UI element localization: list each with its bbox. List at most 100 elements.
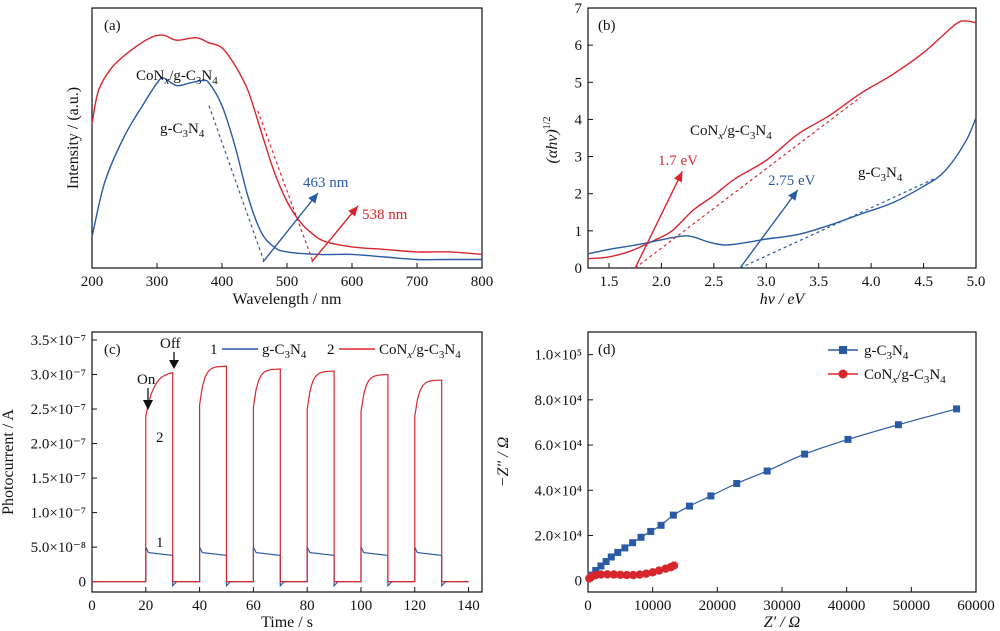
panel-a-xtick-label: 500 xyxy=(276,274,299,290)
panel-c-ytick-label: 5.0×10⁻⁸ xyxy=(31,540,86,556)
panel-d-point-square xyxy=(592,567,600,575)
panel-d-point-circle xyxy=(622,570,631,580)
panel-b-series-red xyxy=(587,20,977,260)
panel-a-x-ticks: 200 300 400 500 600 700 800 xyxy=(81,263,494,290)
panel-c-series-red xyxy=(92,365,469,583)
panel-d-xtick-label: 60000 xyxy=(957,598,995,614)
panel-c-legend-2-label: CoNx/g-C3N4 xyxy=(379,342,461,361)
panel-d-point-circle xyxy=(616,570,625,580)
panel-c-xtick-label: 120 xyxy=(404,598,427,614)
panel-d-point-square xyxy=(844,435,852,443)
panel-d-point-square xyxy=(614,548,622,556)
panel-c-ytick-label: 3.5×10⁻⁷ xyxy=(31,333,86,349)
panel-b-arrow-17head xyxy=(673,171,683,183)
panel-b-tangent-blue xyxy=(739,178,935,269)
panel-c-ytick-label: 1.0×10⁻⁷ xyxy=(31,506,86,522)
panel-d-xtick-label: 20000 xyxy=(699,598,737,614)
panel-b-plot xyxy=(587,20,977,269)
panel-a-annotation-463: 463 nm xyxy=(303,175,349,191)
panel-b-xtick-label: 3.0 xyxy=(757,274,776,290)
panel-d-point-square xyxy=(686,502,694,510)
panel-d-xtick-label: 0 xyxy=(584,598,592,614)
panel-d-ticks: 0 10000 20000 30000 40000 50000 60000 0 2.0×10⁴ 4… xyxy=(535,348,995,614)
panel-c-xtick-label: 40 xyxy=(192,598,207,614)
panel-d-ytick-label: 2.0×10⁴ xyxy=(535,528,582,544)
panel-d-point-square xyxy=(629,539,637,547)
panel-d-point-square xyxy=(637,533,645,541)
panel-b: 1.5 2.0 2.5 3.0 3.5 4.0 4.5 5.0 0 1 2 3 4 5 6 7 (b) hν … xyxy=(542,1,985,308)
panel-a-xtick-label: 600 xyxy=(341,274,364,290)
panel-d-point-circle xyxy=(596,570,606,579)
panel-b-ytick-label: 2 xyxy=(575,187,583,203)
panel-d-plot xyxy=(585,405,961,583)
panel-b-arrow-275 xyxy=(739,189,799,269)
panel-b-ytick-label: 0 xyxy=(575,261,583,277)
panel-d-point-square xyxy=(894,421,902,429)
panel-d-ytick-label: 0 xyxy=(575,574,583,590)
panel-a-label-gcn: g-C3N4 xyxy=(160,121,205,140)
panel-c-frame xyxy=(91,331,483,593)
panel-c-series-num-1: 1 xyxy=(156,535,164,551)
panel-d-point-square xyxy=(707,492,715,500)
panel-c-ytick-label: 2.5×10⁻⁷ xyxy=(31,402,86,418)
panel-b-xtick-label: 3.5 xyxy=(809,274,828,290)
panel-c-on-label: On xyxy=(137,372,156,388)
panel-d-legend-1-label: g-C3N4 xyxy=(864,343,909,362)
panel-b-xtick-label: 2.5 xyxy=(704,274,723,290)
panel-a-arrow-463 xyxy=(262,192,319,263)
panel-b-annotation-275: 2.75 eV xyxy=(768,173,816,189)
panel-c-off-label: Off xyxy=(160,336,181,352)
panel-a-series-blue xyxy=(91,77,482,261)
panel-a-tag: (a) xyxy=(104,18,121,34)
panel-a-ylabel: Intensity / (a.u.) xyxy=(65,87,82,189)
panel-a-arrow-538head xyxy=(348,206,358,217)
panel-d-xlabel: Z′ / Ω xyxy=(764,614,800,631)
panel-a-arrow-463head xyxy=(308,193,318,204)
panel-a-arrow-538 xyxy=(311,205,359,263)
panel-d-xtick-label: 30000 xyxy=(763,598,801,614)
panel-d-point-square xyxy=(647,527,655,535)
panel-b-ytick-label: 3 xyxy=(575,150,583,166)
panel-a-frame xyxy=(91,7,483,269)
panel-c-xtick-label: 20 xyxy=(138,598,153,614)
panel-a-xtick-label: 400 xyxy=(211,274,234,290)
panel-b-ytick-label: 5 xyxy=(575,75,583,91)
panel-c-ytick-label: 1.5×10⁻⁷ xyxy=(31,471,86,487)
panel-b-ytick-label: 1 xyxy=(575,224,583,240)
panel-b-ylabel: (αhν)1/2 xyxy=(542,117,561,164)
panel-b-xtick-label: 5.0 xyxy=(967,274,986,290)
panel-c-ytick-label: 2.0×10⁻⁷ xyxy=(31,437,86,453)
panel-b-ytick-label: 7 xyxy=(575,1,583,17)
panel-d-legend-2-label: CoNx/g-C3N4 xyxy=(864,367,946,386)
panel-c-xtick-label: 100 xyxy=(350,598,373,614)
panel-d-point-circle xyxy=(629,570,638,580)
panel-b-ytick-label: 6 xyxy=(575,38,583,54)
panel-b-tangent-red xyxy=(634,96,862,269)
panel-b-arrow-275head xyxy=(788,190,798,201)
panel-d-point-circle xyxy=(603,570,612,579)
panel-a-annotation-538: 538 nm xyxy=(362,207,408,223)
panel-c-xtick-label: 60 xyxy=(246,598,261,614)
panel-b-frame xyxy=(587,7,977,269)
panel-d-ytick-label: 4.0×10⁴ xyxy=(535,483,582,499)
panel-d-line-blue xyxy=(590,408,957,576)
panel-b-tag: (b) xyxy=(598,18,616,34)
panel-d-ytick-label: 8.0×10⁴ xyxy=(535,393,582,409)
panel-c-xtick-label: 140 xyxy=(457,598,480,614)
panel-d-point-square xyxy=(657,521,665,529)
panel-d-ytick-label: 1.0×10⁵ xyxy=(535,348,582,364)
panel-d-point-circle xyxy=(648,568,657,577)
panel-a-xtick-label: 300 xyxy=(146,274,169,290)
panel-b-xlabel: hν / eV xyxy=(760,291,807,308)
panel-d-point-square xyxy=(763,467,771,475)
panel-a-xtick-label: 700 xyxy=(406,274,429,290)
panel-d-legend-2-marker xyxy=(838,369,848,379)
panel-b-xtick-label: 4.5 xyxy=(914,274,933,290)
panel-b-label-conx: CoNx/g-C3N4 xyxy=(690,123,772,142)
panel-d-xtick-label: 40000 xyxy=(828,598,866,614)
panel-c-xtick-label: 80 xyxy=(300,598,315,614)
panel-a-xtick-label: 800 xyxy=(471,274,494,290)
panel-d-point-circle xyxy=(635,570,644,579)
panel-c-ytick-label: 3.0×10⁻⁷ xyxy=(31,368,86,384)
panel-a-label-conx: CoNx/g-C3N4 xyxy=(136,68,218,87)
